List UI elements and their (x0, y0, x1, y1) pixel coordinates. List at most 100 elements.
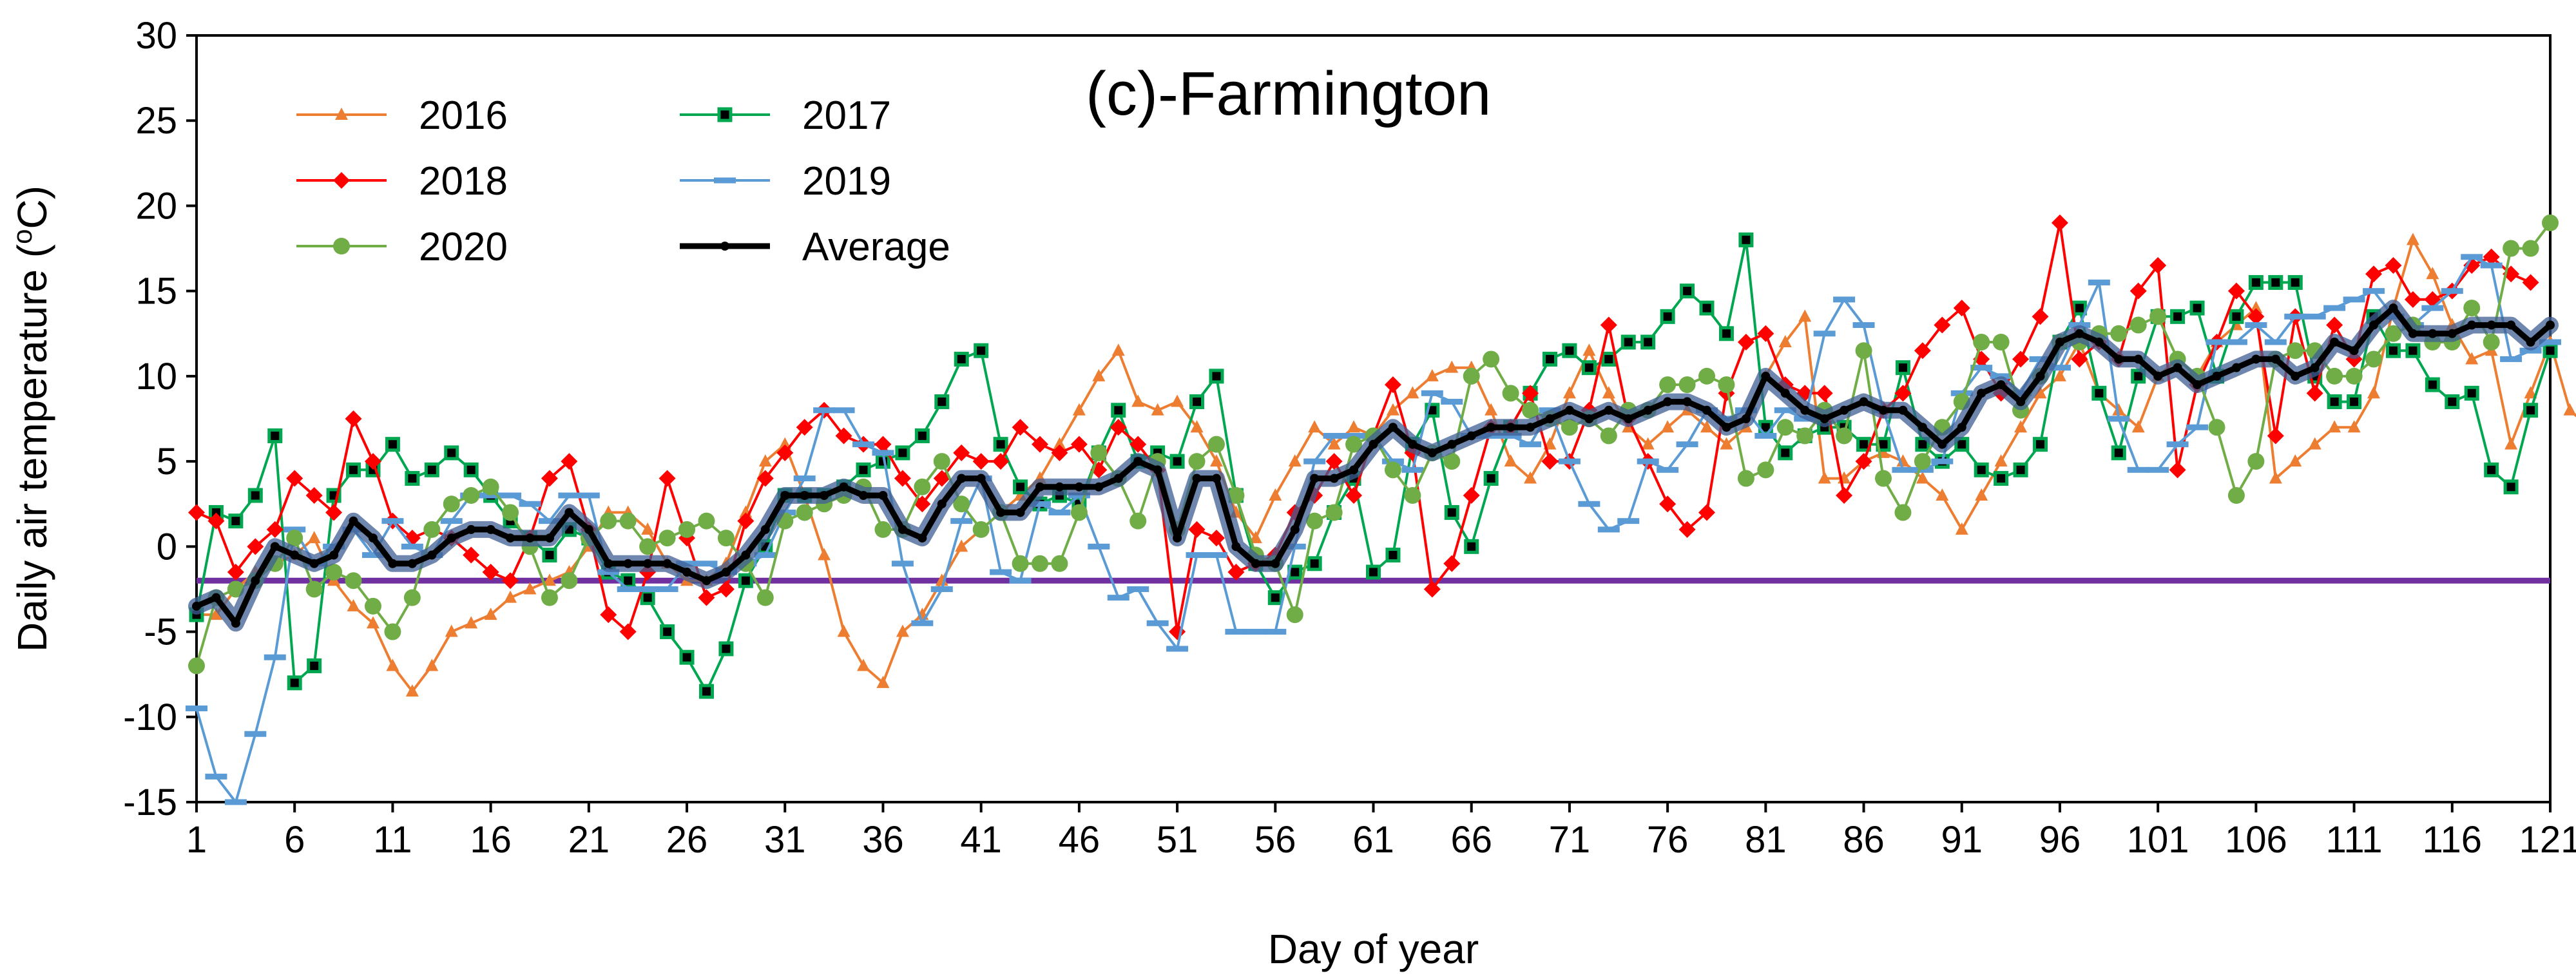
data-point-circle (972, 521, 990, 538)
data-point-dot (1094, 482, 1104, 492)
data-point-diamond (2385, 257, 2402, 274)
data-point-dot (2349, 346, 2359, 356)
data-point-dash (2284, 313, 2307, 320)
data-point-diamond (1325, 453, 1343, 470)
y-tick-label: 5 (157, 441, 177, 483)
data-point-square (1680, 283, 1695, 299)
data-point-dash (2068, 322, 2091, 329)
data-point-dot (702, 576, 711, 586)
data-point-dash (911, 620, 934, 626)
data-point-dot (1369, 439, 1378, 449)
data-point-circle (756, 589, 774, 606)
data-point-diamond (2051, 214, 2068, 231)
data-point-dot (898, 524, 907, 534)
data-point-triangle (2112, 403, 2126, 416)
data-point-dash (2166, 441, 2189, 448)
data-point-circle (1600, 427, 1617, 445)
data-point-circle (403, 589, 421, 606)
data-point-dot (1820, 414, 1829, 423)
data-point-triangle (543, 573, 556, 586)
data-point-square (660, 624, 675, 640)
data-point-diamond (1678, 521, 1696, 538)
data-point-triangle (818, 548, 831, 561)
data-point-triangle (1249, 531, 1262, 544)
data-point-triangle (1347, 420, 1361, 433)
data-point-dot (1486, 423, 1496, 432)
data-point-dot (231, 618, 240, 628)
data-point-dot (2193, 380, 2202, 390)
data-point-diamond (972, 453, 990, 470)
data-point-dot (2094, 338, 2104, 347)
data-point-diamond (2149, 257, 2167, 274)
data-point-diamond (1051, 444, 1068, 461)
data-point-dot (1271, 559, 1280, 568)
data-point-dash (695, 561, 718, 567)
data-point-dash (774, 509, 796, 515)
x-tick-label: 41 (960, 819, 1002, 861)
x-tick-label: 6 (284, 819, 305, 861)
data-point-diamond (463, 546, 480, 564)
data-point-diamond (1110, 419, 1127, 436)
data-point-dash (1421, 390, 1443, 396)
data-point-square (1954, 437, 1970, 452)
data-point-triangle (1641, 437, 1655, 450)
data-point-dash (2461, 254, 2483, 260)
data-point-diamond (325, 504, 343, 521)
data-point-dash (1637, 458, 1659, 465)
data-point-circle (2208, 419, 2225, 436)
data-point-square (2542, 343, 2558, 358)
data-point-triangle (955, 539, 968, 552)
data-point-square (1738, 232, 1754, 247)
data-point-dash (381, 518, 404, 524)
data-point-square (385, 437, 400, 452)
data-point-dot (2369, 320, 2379, 330)
x-tick-label: 116 (2423, 819, 2482, 861)
data-point-dash (2500, 356, 2523, 362)
data-point-diamond (247, 538, 264, 555)
data-point-square (1464, 539, 1479, 554)
data-point-triangle (1053, 437, 1066, 450)
data-point-diamond (2169, 461, 2186, 479)
data-point-square (698, 684, 714, 699)
data-point-circle (1306, 512, 1323, 530)
data-point-circle (1776, 419, 1794, 436)
data-point-triangle (1190, 420, 1204, 433)
data-point-triangle (465, 616, 478, 629)
data-point-square (1483, 471, 1499, 486)
data-point-circle (1443, 453, 1461, 470)
data-point-dash (2519, 347, 2542, 354)
data-point-dash (1970, 365, 1993, 371)
data-point-diamond (364, 453, 381, 470)
data-point-triangle (935, 573, 948, 586)
data-point-dot (1231, 542, 1241, 551)
x-tick-label: 91 (1941, 819, 1983, 861)
data-point-dash (1166, 646, 1189, 652)
x-axis-title: Day of year (1268, 926, 1479, 972)
data-point-triangle (1171, 394, 1184, 407)
data-point-dash (1597, 526, 1620, 533)
data-point-triangle (386, 658, 399, 671)
data-point-triangle (1798, 309, 1812, 322)
data-point-triangle (778, 437, 792, 450)
data-point-dash (361, 552, 384, 559)
data-point-dash (1499, 432, 1522, 439)
data-point-dash (1146, 620, 1169, 626)
data-point-dash (186, 705, 207, 712)
data-point-dash (1028, 501, 1051, 507)
data-point-triangle (837, 624, 851, 637)
data-point-dot (2546, 320, 2555, 330)
data-point-dot (1859, 397, 1869, 407)
data-point-triangle (2367, 386, 2381, 399)
data-point-triangle (307, 531, 321, 544)
data-point-dot (466, 524, 476, 534)
data-point-dot (1329, 474, 1339, 483)
data-point-circle (1031, 555, 1048, 572)
data-point-square (2111, 445, 2126, 461)
data-point-diamond (953, 444, 970, 461)
data-point-circle (600, 512, 617, 530)
x-tick-label: 81 (1745, 819, 1787, 861)
data-point-dot (1408, 439, 1418, 449)
data-point-square (228, 513, 244, 529)
data-point-diamond (1659, 495, 1677, 513)
data-point-dot (2526, 338, 2535, 347)
